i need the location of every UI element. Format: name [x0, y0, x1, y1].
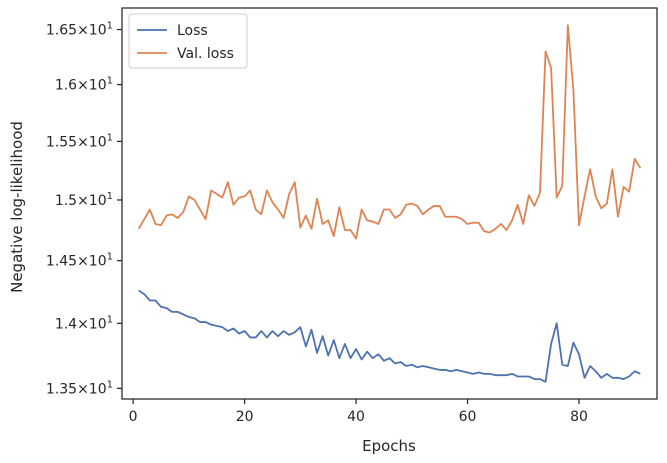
- series-line-loss: [138, 289, 641, 383]
- y-tick-label: 1.4×101: [55, 314, 113, 332]
- y-tick-label: 1.55×101: [46, 132, 113, 150]
- plot-area: [121, 7, 658, 400]
- x-axis-ticks: 0 20 40 60 80: [129, 399, 588, 425]
- y-tick-label: 1.5×101: [55, 191, 113, 209]
- series-line-val-loss: [137, 24, 642, 240]
- y-axis-label: Negative log-likelihood: [8, 121, 26, 293]
- y-axis-ticks: 1.35×101 1.4×101 1.45×101 1.5×101 1.55×101 1.…: [46, 21, 122, 397]
- y-tick-label: 1.65×101: [46, 21, 113, 39]
- x-tick-label: 40: [347, 409, 365, 425]
- x-tick-label: 20: [236, 409, 254, 425]
- series-lines: [137, 24, 642, 383]
- legend-label-loss: Loss: [177, 23, 208, 39]
- y-tick-label: 1.35×101: [46, 379, 113, 397]
- x-tick-label: 60: [459, 409, 477, 425]
- y-tick-label: 1.45×101: [46, 252, 113, 270]
- legend-label-val-loss: Val. loss: [177, 46, 234, 62]
- x-tick-label: 0: [129, 409, 138, 425]
- x-tick-label: 80: [570, 409, 588, 425]
- x-axis-label: Epochs: [362, 437, 416, 455]
- legend: Loss Val. loss: [128, 13, 248, 69]
- y-tick-label: 1.6×101: [55, 76, 113, 94]
- legend-box: [128, 13, 248, 69]
